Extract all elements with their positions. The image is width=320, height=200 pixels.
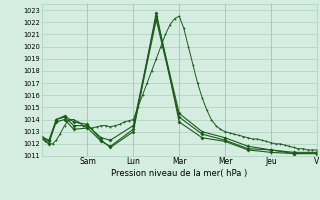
- X-axis label: Pression niveau de la mer( hPa ): Pression niveau de la mer( hPa ): [111, 169, 247, 178]
